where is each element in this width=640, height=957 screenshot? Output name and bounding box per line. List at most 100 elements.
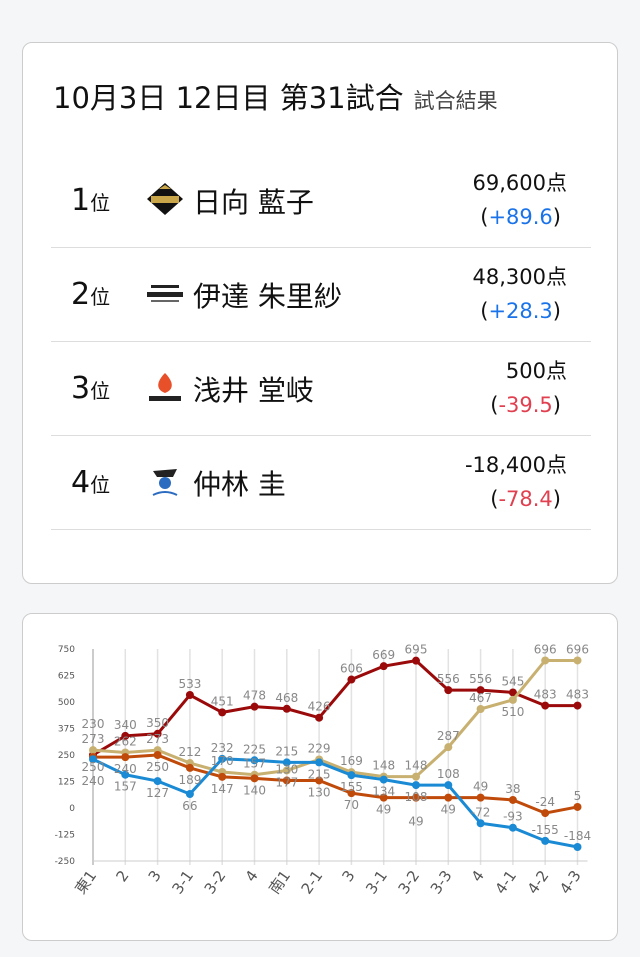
- data-point: [218, 708, 227, 717]
- team-logo-icon: [149, 373, 181, 401]
- data-label: 148: [405, 759, 428, 773]
- data-label: 451: [211, 694, 234, 708]
- y-tick-label: 375: [58, 725, 75, 735]
- data-point: [218, 772, 227, 781]
- data-label: 70: [344, 798, 359, 812]
- data-label: 49: [376, 803, 391, 817]
- data-label: 215: [308, 767, 331, 781]
- score-diff: (+89.6): [480, 205, 561, 229]
- rank: 4位: [71, 465, 111, 500]
- data-point: [444, 793, 453, 802]
- data-point: [250, 774, 259, 783]
- data-label: 215: [275, 744, 298, 758]
- data-label: 49: [441, 803, 456, 817]
- data-point: [541, 656, 550, 665]
- rank: 3位: [71, 371, 111, 406]
- y-tick-label: 750: [58, 645, 75, 655]
- data-point: [412, 656, 420, 665]
- result-row: 2位 伊達 朱里紗 48,300点 (+28.3): [51, 247, 591, 342]
- data-label: 669: [372, 648, 395, 662]
- data-point: [573, 701, 582, 710]
- data-point: [379, 775, 388, 784]
- data-label: 483: [566, 688, 589, 702]
- data-label: 250: [146, 760, 169, 774]
- data-point: [541, 701, 550, 710]
- data-point: [444, 781, 453, 790]
- data-label: 467: [469, 691, 492, 705]
- data-point: [541, 836, 550, 845]
- data-label: 695: [405, 643, 428, 657]
- data-point: [379, 662, 388, 671]
- data-point: [541, 809, 550, 818]
- data-label: 426: [308, 700, 331, 714]
- series-line: [92, 757, 578, 849]
- y-tick-label: -250: [55, 857, 76, 867]
- data-label: 696: [566, 642, 589, 656]
- data-label: 157: [243, 757, 266, 771]
- data-point: [412, 793, 420, 802]
- data-point: [282, 758, 291, 767]
- data-point: [379, 793, 388, 802]
- data-label: 606: [340, 662, 363, 676]
- data-label: -155: [532, 823, 559, 837]
- data-point: [218, 754, 227, 763]
- data-label: 148: [372, 759, 395, 773]
- x-tick-label: 4-3: [556, 867, 585, 897]
- data-label: 130: [308, 785, 331, 799]
- data-point: [347, 675, 356, 684]
- x-tick-label: 2: [112, 867, 132, 885]
- data-label: 510: [501, 705, 524, 719]
- x-tick-label: 3-3: [427, 867, 456, 897]
- data-point: [89, 746, 97, 755]
- x-tick-label: 3-1: [168, 867, 197, 897]
- x-tick-label: 3-1: [362, 867, 391, 897]
- data-label: 229: [308, 741, 331, 755]
- data-label: 230: [82, 717, 105, 731]
- data-point: [508, 688, 517, 697]
- data-label: 177: [275, 775, 298, 789]
- data-label: -93: [503, 810, 523, 824]
- data-point: [315, 713, 324, 722]
- x-tick-label: 2-1: [298, 867, 327, 897]
- data-label: 155: [340, 780, 363, 794]
- match-result-card: 10月3日 12日目 第31試合 試合結果 1位 日向 藍子 69,600点 (+…: [22, 42, 618, 584]
- data-label: 189: [178, 773, 201, 787]
- y-tick-label: 250: [58, 751, 75, 761]
- data-label: 157: [114, 780, 137, 794]
- data-point: [412, 781, 420, 790]
- data-point: [185, 790, 194, 799]
- data-label: 232: [211, 741, 234, 755]
- x-tick-label: 4-1: [491, 867, 520, 897]
- y-tick-label: 500: [58, 698, 75, 708]
- series-line: [92, 658, 578, 779]
- team-logo-icon: [147, 183, 183, 215]
- data-point: [347, 771, 356, 780]
- data-label: 130: [275, 762, 298, 776]
- x-tick-label: 3: [145, 867, 165, 885]
- y-tick-label: 0: [69, 804, 75, 814]
- data-point: [476, 793, 485, 802]
- score-diff: (-39.5): [490, 393, 561, 417]
- data-label: 556: [437, 672, 460, 686]
- data-point: [153, 751, 162, 759]
- player-name: 浅井 堂岐: [193, 374, 314, 407]
- data-label: 273: [82, 732, 105, 746]
- data-label: 556: [469, 672, 492, 686]
- data-label: 5: [574, 789, 582, 803]
- data-label: 49: [408, 815, 423, 829]
- data-label: 225: [243, 742, 266, 756]
- player-name: 仲林 圭: [193, 468, 286, 501]
- data-point: [282, 704, 291, 713]
- data-point: [121, 770, 130, 779]
- data-point: [121, 753, 130, 762]
- data-label: 478: [243, 689, 266, 703]
- data-label: 240: [114, 762, 137, 776]
- data-label: 38: [505, 782, 520, 796]
- data-point: [508, 795, 517, 804]
- match-subtitle: 試合結果: [413, 89, 498, 113]
- data-label: 250: [82, 760, 105, 774]
- data-label: 147: [211, 782, 234, 796]
- data-label: 49: [473, 780, 488, 794]
- data-label: 169: [340, 754, 363, 768]
- x-tick-label: 3-2: [394, 867, 423, 897]
